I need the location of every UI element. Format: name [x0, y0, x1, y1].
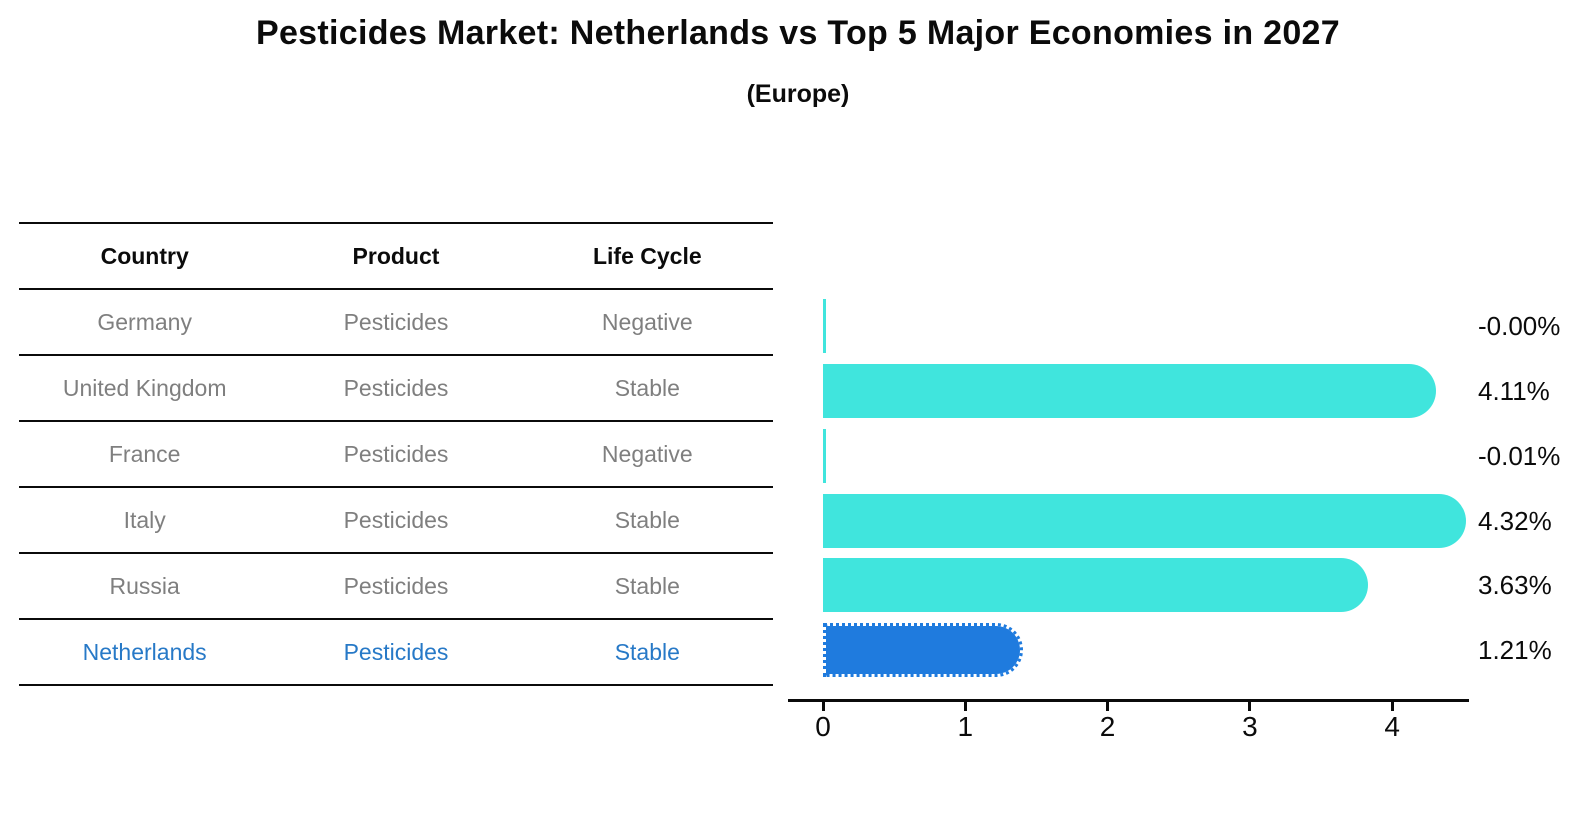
x-axis-tick-label: 0: [815, 711, 831, 742]
x-axis-tick-mark: [1248, 702, 1252, 711]
value-label-france: -0.01%: [1478, 441, 1561, 471]
cell-country: United Kingdom: [62, 374, 227, 401]
cell-product: Pesticides: [343, 308, 449, 335]
cell-lifecycle: Negative: [601, 440, 693, 467]
x-axis-tick-mark: [1390, 702, 1394, 711]
table-row-germany: Germany Pesticides Negative: [19, 290, 773, 356]
table-row-united-kingdom: United Kingdom Pesticides Stable: [19, 356, 773, 422]
value-label-italy: 4.32%: [1478, 506, 1552, 536]
table-body: Germany Pesticides Negative United Kingdom P…: [19, 290, 773, 686]
cell-lifecycle: Stable: [614, 506, 680, 533]
cell-product: Pesticides: [343, 572, 449, 599]
cell-country: France: [108, 440, 181, 467]
chart-title: Pesticides Market: Netherlands vs Top 5 …: [256, 14, 1340, 52]
cell-lifecycle: Negative: [601, 308, 693, 335]
bar-russia: [823, 558, 1368, 612]
bar-germany: [823, 299, 826, 353]
x-axis-tick-label: 3: [1242, 711, 1258, 742]
bar-france: [823, 429, 826, 483]
table-row-russia: Russia Pesticides Stable: [19, 554, 773, 620]
table-row-netherlands: Netherlands Pesticides Stable: [19, 620, 773, 686]
table-header-row: Country Product Life Cycle: [19, 222, 773, 290]
cell-lifecycle: Stable: [614, 572, 680, 599]
value-label-russia: 3.63%: [1478, 570, 1552, 600]
x-axis-tick-label: 2: [1099, 711, 1116, 742]
column-header-country: Country: [100, 242, 189, 269]
column-header-product: Product: [352, 242, 440, 269]
cell-country: Germany: [97, 308, 192, 335]
cell-lifecycle: Stable: [614, 638, 680, 665]
value-label-germany: -0.00%: [1478, 311, 1561, 341]
x-axis-tick-label: 1: [957, 711, 974, 742]
bar-netherlands: [823, 623, 1024, 677]
bar-italy: [823, 494, 1466, 548]
cell-lifecycle: Stable: [614, 374, 680, 401]
x-axis-tick-label: 4: [1384, 711, 1400, 742]
x-axis-tick-mark: [963, 702, 967, 711]
x-axis-tick-mark: [1106, 702, 1110, 711]
cell-country: Netherlands: [82, 638, 207, 665]
cell-country: Russia: [109, 572, 180, 599]
cell-country: Italy: [123, 506, 166, 533]
cell-product: Pesticides: [343, 374, 449, 401]
cell-product: Pesticides: [343, 506, 449, 533]
table-row-italy: Italy Pesticides Stable: [19, 488, 773, 554]
column-header-lifecycle: Life Cycle: [592, 242, 702, 269]
cell-product: Pesticides: [343, 638, 449, 665]
bar-united-kingdom: [823, 364, 1436, 418]
value-label-united-kingdom: 4.11%: [1478, 376, 1550, 406]
value-label-netherlands: 1.21%: [1478, 635, 1552, 665]
table-row-france: France Pesticides Negative: [19, 422, 773, 488]
x-axis-tick-mark: [821, 702, 825, 711]
chart-subtitle: (Europe): [746, 80, 850, 108]
comparison-table: Country Product Life Cycle Germany Pestic…: [19, 222, 773, 686]
x-axis: [788, 699, 1469, 702]
cell-product: Pesticides: [343, 440, 449, 467]
